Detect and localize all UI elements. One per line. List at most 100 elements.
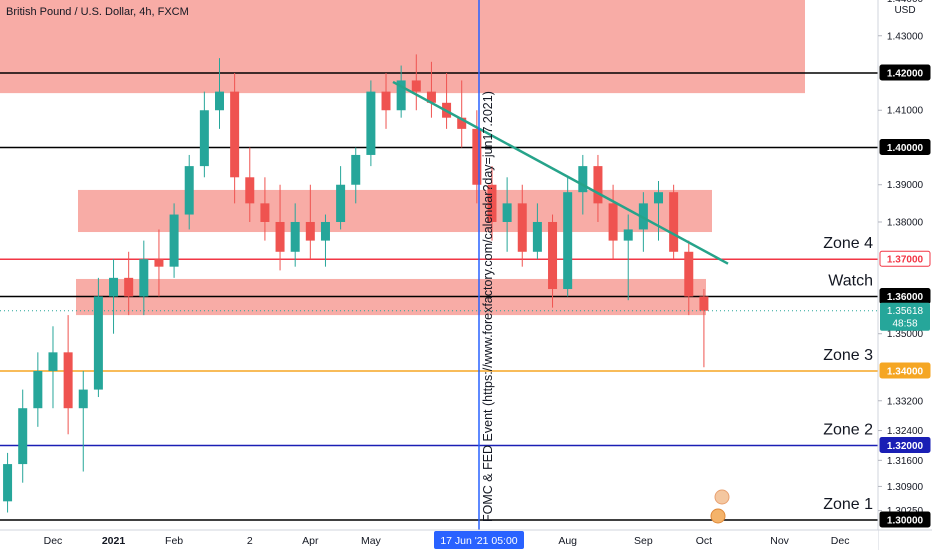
level-name: Zone 4 bbox=[823, 235, 873, 252]
candle-body bbox=[593, 166, 603, 204]
candle-body bbox=[548, 221, 558, 290]
candle-body bbox=[3, 464, 13, 502]
crosshair-date-box bbox=[434, 531, 524, 549]
candle-body bbox=[305, 221, 315, 241]
level-axis-label: 1.34000 bbox=[887, 366, 924, 377]
candle-body bbox=[457, 117, 467, 129]
level-axis-label: 1.37000 bbox=[887, 255, 924, 266]
candle-body bbox=[699, 296, 709, 311]
level-axis-box bbox=[879, 436, 931, 453]
y-tick-label: 1.44000 bbox=[887, 0, 924, 5]
chart-title: British Pound / U.S. Dollar, 4h, FXCM bbox=[6, 6, 189, 18]
level-axis-label: 1.36000 bbox=[887, 292, 924, 303]
candle-body bbox=[472, 128, 482, 185]
x-tick-label: Nov bbox=[770, 535, 789, 547]
level-axis-box bbox=[879, 138, 931, 155]
y-tick-label: 1.31600 bbox=[887, 456, 924, 467]
crosshair-date-label: 17 Jun '21 05:00 bbox=[440, 535, 517, 547]
currency-label: USD bbox=[894, 5, 915, 16]
candle-body bbox=[48, 352, 58, 371]
candle-body bbox=[184, 166, 194, 215]
event-icon bbox=[710, 508, 726, 524]
candle-body bbox=[245, 177, 255, 204]
candle-body bbox=[351, 154, 361, 185]
candle-body bbox=[623, 229, 633, 241]
x-tick-label: Dec bbox=[831, 535, 850, 547]
candle-body bbox=[93, 296, 103, 390]
candle-body bbox=[33, 370, 43, 409]
candle-body bbox=[684, 251, 694, 297]
zone bbox=[0, 0, 805, 94]
y-tick-label: 1.32400 bbox=[887, 426, 924, 437]
candle-body bbox=[426, 91, 436, 103]
y-tick-label: 1.39000 bbox=[887, 180, 924, 191]
candle-body bbox=[78, 389, 88, 409]
level-name: Zone 1 bbox=[823, 496, 873, 513]
candle-body bbox=[532, 221, 542, 252]
y-tick-label: 1.41000 bbox=[887, 106, 924, 117]
level-name: Watch bbox=[828, 272, 873, 289]
last-price-label: 1.35618 bbox=[887, 306, 924, 317]
x-tick-label: May bbox=[361, 535, 382, 547]
candle-body bbox=[578, 166, 588, 193]
level-axis-box bbox=[879, 362, 931, 379]
candle-body bbox=[275, 221, 285, 252]
candle-body bbox=[396, 80, 406, 111]
candle-body bbox=[139, 259, 149, 297]
candle-body bbox=[563, 192, 573, 290]
level-axis-box bbox=[879, 64, 931, 81]
x-tick-label: Sep bbox=[634, 535, 653, 547]
candle-body bbox=[154, 259, 164, 267]
candle-body bbox=[199, 110, 209, 167]
level-axis-label: 1.32000 bbox=[887, 441, 924, 452]
candle-body bbox=[290, 221, 300, 252]
y-tick-label: 1.30900 bbox=[887, 482, 924, 493]
candle-body bbox=[63, 352, 73, 409]
candle-body bbox=[336, 184, 346, 222]
countdown-label: 48:58 bbox=[892, 319, 917, 330]
x-tick-label: Oct bbox=[696, 535, 712, 547]
x-tick-label: 2021 bbox=[102, 535, 126, 547]
candle-body bbox=[18, 408, 28, 465]
candle-body bbox=[260, 203, 270, 222]
candle-body bbox=[169, 214, 179, 267]
plot: Zone 4 Watch Zone 3 Zone 2 Zone 1 FOMC & FED … bbox=[0, 0, 878, 530]
axes: 1.44000 1.43000 1.41000 1.39000 1.38000 1.350… bbox=[44, 0, 931, 549]
event-text: FOMC & FED Event (https://www.forexfacto… bbox=[481, 91, 495, 522]
event-icon bbox=[714, 489, 730, 505]
candle-body bbox=[366, 91, 376, 155]
candle-body bbox=[124, 277, 134, 297]
candle-body bbox=[411, 80, 421, 92]
candle-body bbox=[230, 91, 240, 178]
candle-body bbox=[320, 221, 330, 241]
candle-body bbox=[608, 203, 618, 241]
level-axis-label: 1.30000 bbox=[887, 515, 924, 526]
candle-body bbox=[654, 192, 663, 204]
level-name: Zone 3 bbox=[823, 347, 873, 364]
price-axis bbox=[878, 0, 932, 550]
x-tick-label: Aug bbox=[558, 535, 577, 547]
level-axis-box bbox=[879, 250, 931, 267]
level-axis-label: 1.40000 bbox=[887, 143, 924, 154]
x-tick-label: Apr bbox=[302, 535, 319, 547]
y-tick-label: 1.43000 bbox=[887, 31, 924, 42]
x-tick-label: 2 bbox=[247, 535, 253, 547]
candle-body bbox=[669, 192, 679, 252]
x-tick-label: Feb bbox=[165, 535, 183, 547]
candle-body bbox=[502, 203, 512, 222]
candle-body bbox=[215, 91, 224, 111]
level-name: Zone 2 bbox=[823, 421, 873, 438]
candle-body bbox=[381, 91, 391, 111]
level-axis-label: 1.42000 bbox=[887, 69, 924, 80]
candle-body bbox=[487, 184, 497, 222]
last-price-box bbox=[880, 302, 930, 331]
y-tick-label: 1.38000 bbox=[887, 217, 924, 228]
y-tick-label: 1.35000 bbox=[887, 329, 924, 340]
candle-body bbox=[109, 277, 119, 297]
trendline bbox=[392, 80, 729, 265]
y-tick-label: 1.33200 bbox=[887, 396, 924, 407]
x-tick-label: Dec bbox=[44, 535, 63, 547]
candle-body bbox=[517, 203, 527, 252]
